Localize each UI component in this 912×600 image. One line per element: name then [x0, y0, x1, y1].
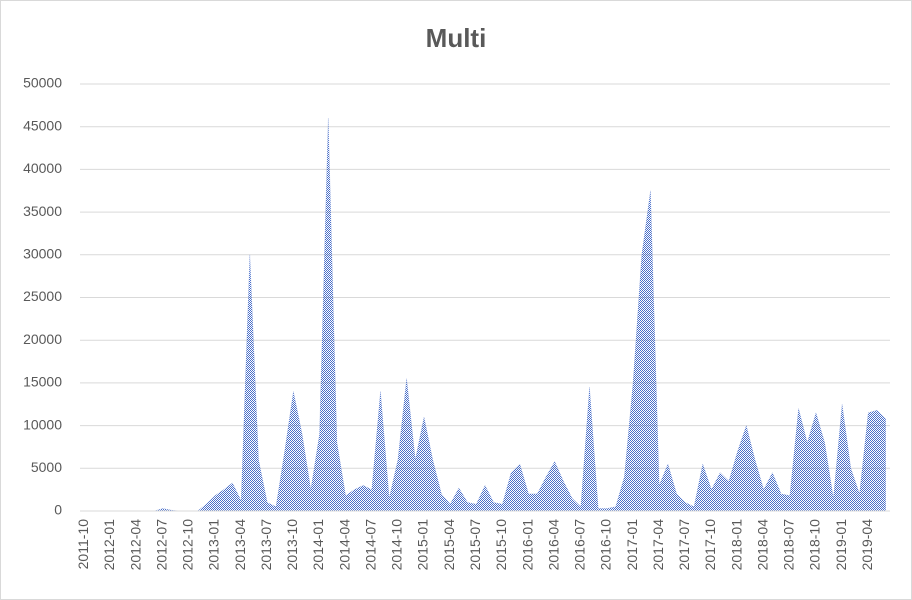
x-tick-label: 2013-01 [206, 519, 222, 571]
x-tick-label: 2018-07 [781, 519, 797, 571]
x-tick-label: 2013-04 [232, 519, 248, 571]
area [84, 118, 886, 512]
x-tick-label: 2016-01 [519, 519, 535, 571]
y-tick-label: 30000 [23, 246, 62, 262]
y-tick-label: 45000 [23, 117, 62, 133]
x-tick-label: 2015-07 [467, 519, 483, 571]
y-tick-label: 5000 [31, 459, 62, 475]
x-tick-label: 2018-10 [807, 519, 823, 571]
y-tick-label: 25000 [23, 288, 62, 304]
x-tick-label: 2016-04 [545, 519, 561, 571]
y-tick-label: 10000 [23, 416, 62, 432]
x-tick-label: 2017-04 [650, 519, 666, 571]
x-tick-label: 2019-01 [833, 519, 849, 571]
x-tick-label: 2012-07 [153, 519, 169, 571]
x-tick-label: 2012-01 [101, 519, 117, 571]
x-tick-label: 2015-10 [493, 519, 509, 571]
y-tick-label: 35000 [23, 203, 62, 219]
x-tick-label: 2018-04 [754, 519, 770, 571]
x-tick-label: 2012-04 [127, 519, 143, 571]
y-tick-label: 20000 [23, 331, 62, 347]
y-tick-label: 0 [54, 502, 62, 518]
x-tick-label: 2015-01 [415, 519, 431, 571]
x-tick-label: 2014-01 [310, 519, 326, 571]
x-tick-label: 2012-10 [180, 519, 196, 571]
x-tick-label: 2019-04 [859, 519, 875, 571]
y-tick-label: 40000 [23, 160, 62, 176]
x-tick-label: 2017-10 [702, 519, 718, 571]
x-tick-label: 2011-10 [75, 519, 91, 570]
x-tick-label: 2018-01 [728, 519, 744, 571]
x-tick-label: 2016-07 [572, 519, 588, 571]
x-tick-label: 2014-07 [362, 519, 378, 571]
x-tick-label: 2017-01 [624, 519, 640, 571]
chart-title: Multi [426, 23, 487, 53]
x-tick-label: 2013-07 [258, 519, 274, 571]
x-tick-label: 2014-04 [336, 519, 352, 571]
x-tick-label: 2014-10 [389, 519, 405, 571]
y-tick-label: 15000 [23, 374, 62, 390]
x-tick-label: 2016-10 [598, 519, 614, 571]
x-tick-label: 2015-04 [441, 519, 457, 571]
x-tick-label: 2013-10 [284, 519, 300, 571]
y-tick-label: 50000 [23, 75, 62, 91]
x-tick-label: 2017-07 [676, 519, 692, 571]
